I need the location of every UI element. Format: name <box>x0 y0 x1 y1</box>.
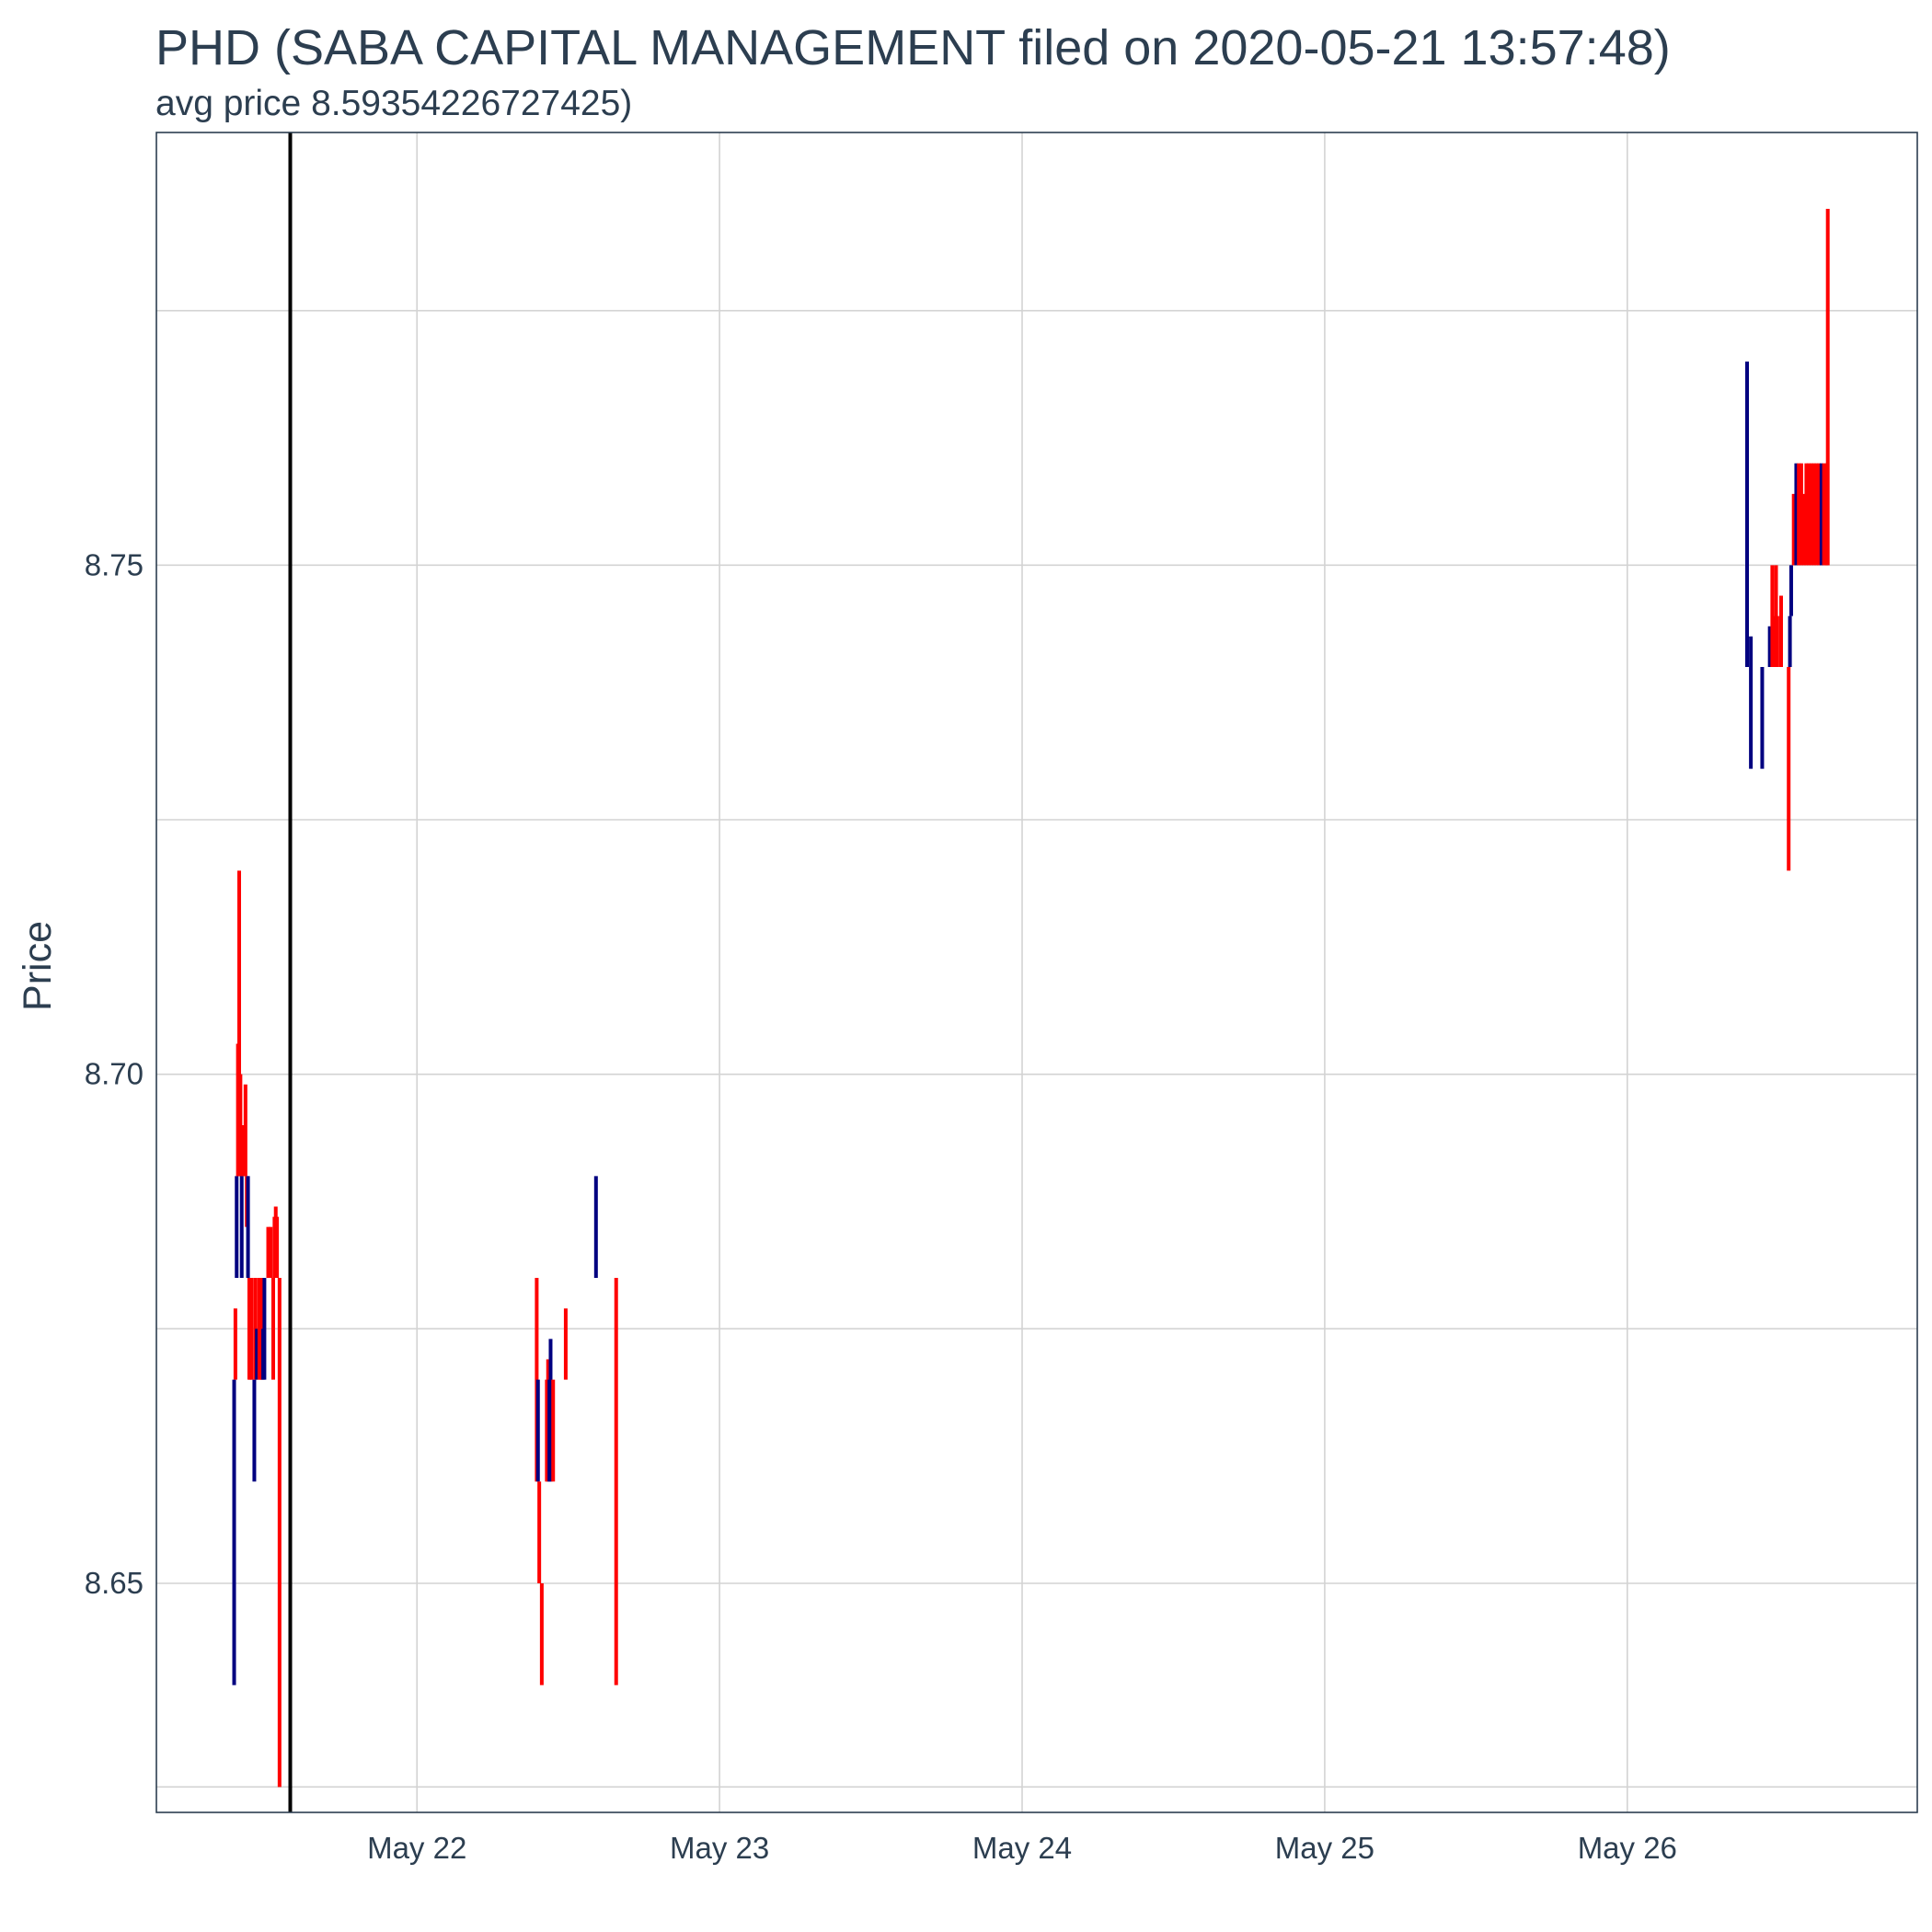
y-tick-label-1: 8.70 <box>85 1057 144 1091</box>
x-tick-label-3: May 25 <box>1275 1831 1374 1865</box>
axes: 8.65 8.70 8.75 May 22 May 23 May 24 May 25 May … <box>85 547 1677 1865</box>
x-tick-label-0: May 22 <box>367 1831 466 1865</box>
grid-lines <box>156 132 1917 1812</box>
y-tick-label-2: 8.75 <box>85 547 144 581</box>
chart-subtitle: avg price 8.59354226727425) <box>155 84 632 123</box>
x-tick-label-1: May 23 <box>670 1831 769 1865</box>
plot-frame <box>155 132 1918 1813</box>
chart-title: PHD (SABA CAPITAL MANAGEMENT filed on 20… <box>155 20 1671 75</box>
x-tick-label-2: May 24 <box>972 1831 1072 1865</box>
y-tick-label-0: 8.65 <box>85 1566 144 1600</box>
x-tick-label-4: May 26 <box>1578 1831 1677 1865</box>
y-axis-label: Price <box>16 921 60 1011</box>
price-bars <box>232 209 1830 1788</box>
